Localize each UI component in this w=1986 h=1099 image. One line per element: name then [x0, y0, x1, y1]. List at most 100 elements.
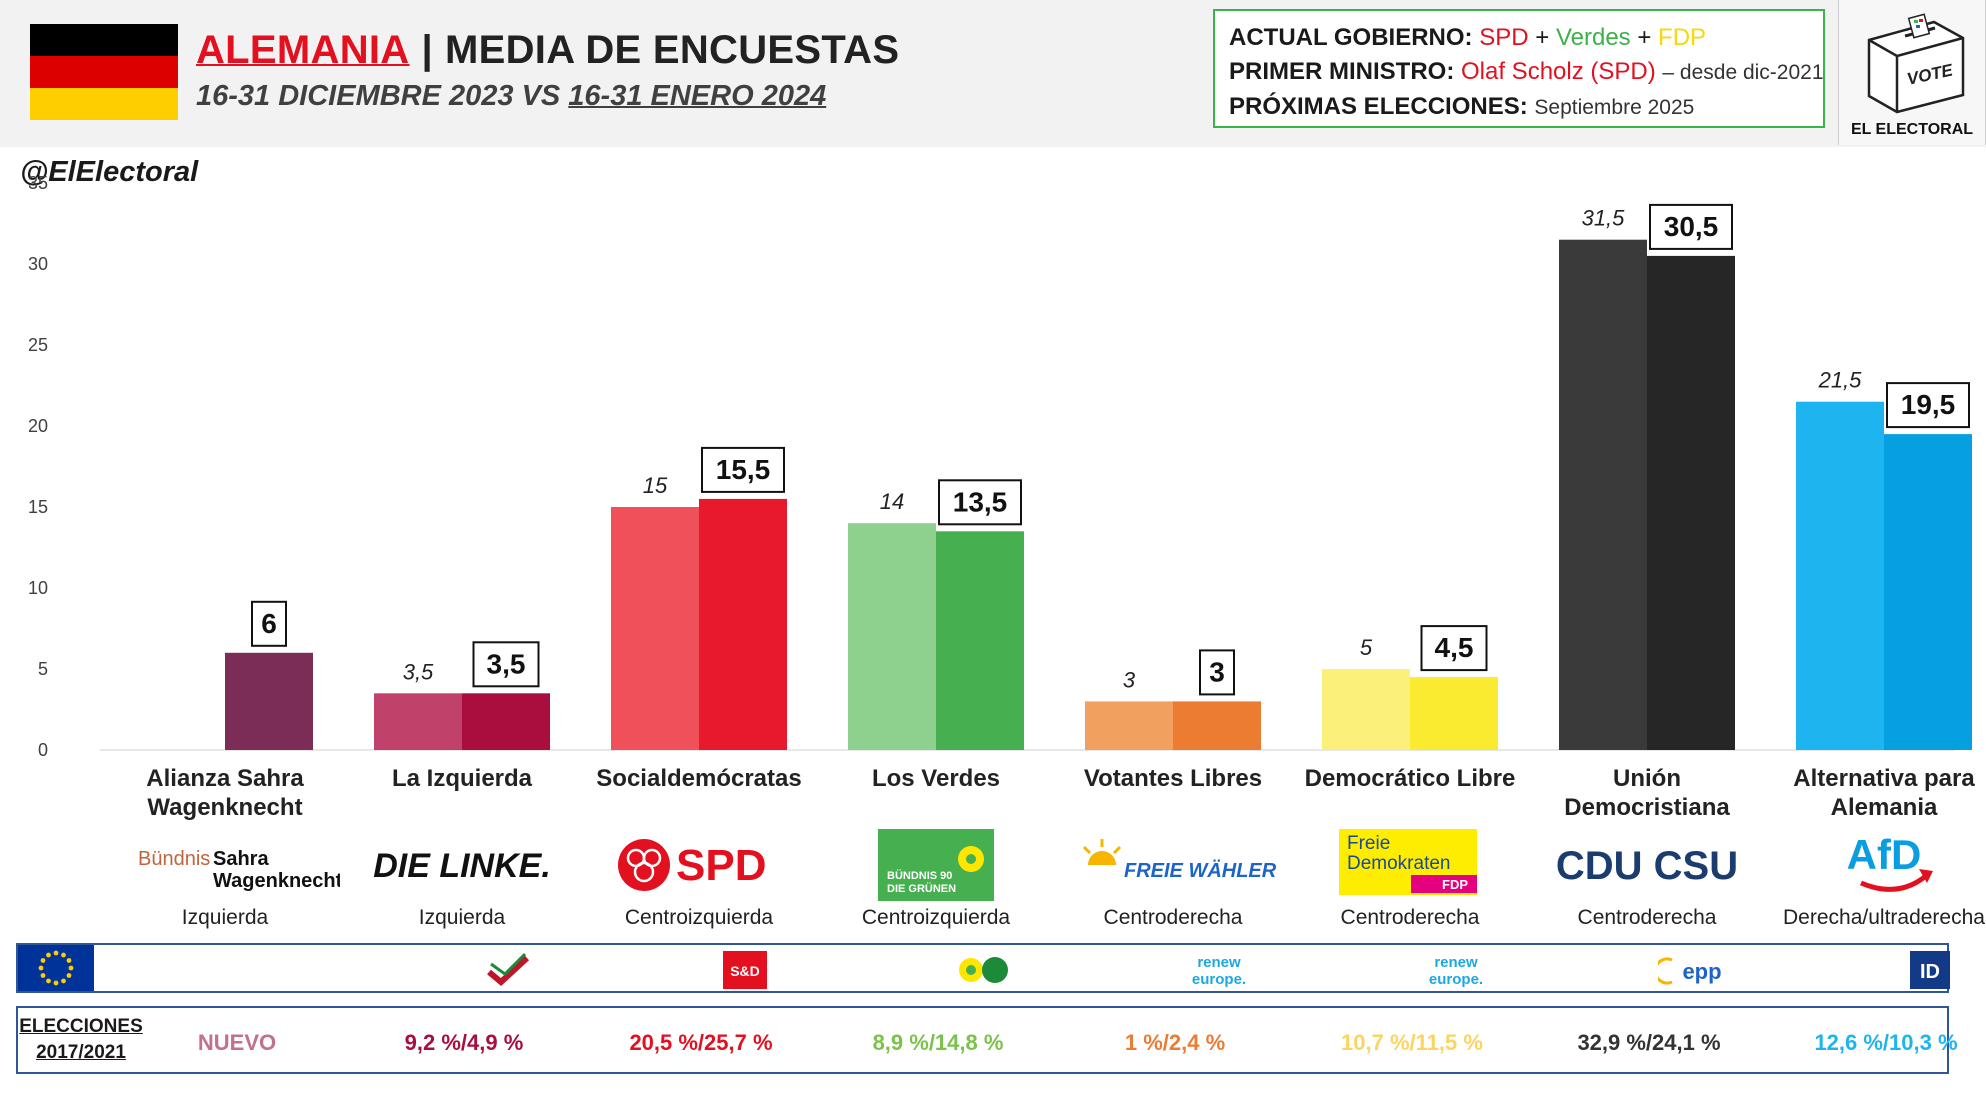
eu-logo-text: renew — [1434, 954, 1478, 971]
subtitle-period-a: 16-31 DICIEMBRE 2023 VS — [196, 80, 561, 112]
party-logo-icon: AfD — [1769, 820, 1986, 910]
y-tick-label: 15 — [28, 497, 48, 517]
data-label-box — [701, 446, 785, 493]
y-tick-label: 20 — [28, 416, 48, 436]
x-category-line: Democrático Libre — [1304, 765, 1516, 792]
party-logo-icon: BÜNDNIS 90 DIE GRÜNEN — [821, 820, 1051, 910]
eu-group-logo-icon: S&D — [675, 951, 815, 989]
x-category-line: La Izquierda — [391, 765, 533, 792]
ideology-label: Centroizquierda — [624, 906, 774, 929]
eu-group-logo-icon: ID — [1860, 951, 1986, 989]
next-value: Septiembre 2025 — [1534, 96, 1695, 119]
info-next-elections: PRÓXIMAS ELECCIONES: Septiembre 2025 — [1229, 90, 1809, 125]
data-label-previous: 3,5 — [403, 659, 434, 684]
social-handle: @ElElectoral — [20, 156, 199, 188]
fdp-logo-text: FDP — [1442, 877, 1468, 892]
bar-current — [1647, 255, 1735, 750]
eu-star — [46, 952, 51, 958]
page-title: ALEMANIA | MEDIA DE ENCUESTAS — [196, 28, 899, 73]
x-category-line: Los Verdes — [871, 765, 1001, 792]
eu-logo-text: europe. — [1429, 971, 1483, 988]
eu-star — [61, 978, 66, 984]
x-category-label: Socialdemócratas — [584, 764, 814, 793]
gov-verdes: Verdes — [1555, 24, 1631, 51]
party-logo-icon: Bündnis Sahra Wagenknecht — [110, 820, 340, 910]
x-category-label: Alianza Sahra Wagenknecht — [110, 764, 340, 822]
party-logo-icon: Freie Demokraten FDP — [1295, 820, 1525, 910]
election-result: 20,5 %/25,7 % — [629, 1030, 773, 1055]
eu-group-logo-icon: renew europe. — [1149, 951, 1289, 989]
eu-logo-text: europe. — [1192, 971, 1246, 988]
data-label-current: 13,5 — [953, 486, 1008, 517]
subtitle-period-b: 16-31 ENERO 2024 — [568, 80, 827, 112]
eu-group-logo-icon — [438, 951, 578, 989]
bar-current — [1410, 677, 1498, 750]
bar-current — [936, 531, 1024, 750]
x-category-label: La Izquierda — [347, 764, 577, 793]
election-result: NUEVO — [197, 1030, 277, 1055]
gov-spd: SPD — [1479, 24, 1529, 51]
title-separator: | — [421, 28, 433, 72]
x-category-label: Unión Democristiana — [1532, 764, 1762, 822]
bar-current — [1173, 701, 1261, 750]
elections-label-line: 2017/2021 — [36, 1042, 126, 1063]
y-tick-label: 25 — [28, 335, 48, 355]
x-category-label: Los Verdes — [821, 764, 1051, 793]
ideology-label: Centroizquierda — [861, 906, 1011, 929]
bsw-logo-text: Wagenknecht — [213, 870, 340, 892]
party-logo-icon: FREIE WÄHLER — [1058, 820, 1288, 910]
x-category-line: Wagenknecht — [147, 794, 303, 821]
eu-groups-row: S&D renew europe. renew europe. epp ID — [16, 943, 1950, 993]
data-label-previous: 21,5 — [1818, 368, 1863, 393]
pm-since: – desde dic-2021 — [1662, 61, 1824, 84]
subtitle: 16-31 DICIEMBRE 2023 VS 16-31 ENERO 2024 — [196, 80, 826, 113]
x-category-line: Unión — [1613, 765, 1681, 792]
election-result: 8,9 %/14,8 % — [872, 1030, 1004, 1055]
data-label-box — [1199, 649, 1235, 696]
y-tick-label: 30 — [28, 254, 48, 274]
cdu-csu-logo-text: CDU CSU — [1556, 844, 1738, 888]
linke-logo-text: DIE LINKE. — [373, 847, 551, 885]
pm-label: PRIMER MINISTRO: — [1229, 58, 1455, 85]
eu-star — [40, 973, 46, 978]
gov-label: ACTUAL GOBIERNO: — [1229, 24, 1473, 51]
election-result: 12,6 %/10,3 % — [1814, 1030, 1958, 1055]
election-result: 32,9 %/24,1 % — [1577, 1030, 1721, 1055]
eu-star — [66, 973, 72, 978]
data-label-current: 15,5 — [716, 454, 771, 485]
x-category-line: Democristiana — [1564, 794, 1730, 821]
ballot-box-icon: VOTE EL ELECTORAL — [1851, 13, 1973, 138]
data-label-current: 3,5 — [487, 648, 526, 679]
brand-name: EL ELECTORAL — [1851, 121, 1973, 138]
eu-group-logo-icon: epp — [1623, 951, 1763, 989]
bsw-logo-text: Sahra — [213, 848, 269, 870]
elections-label: ELECCIONES 2017/2021 — [18, 1014, 144, 1066]
bar-current — [1884, 434, 1972, 750]
bar-current — [225, 652, 313, 750]
eu-flag-icon — [18, 945, 94, 991]
bar-previous — [1322, 669, 1410, 750]
eu-logo-text: S&D — [730, 963, 760, 979]
spd-logo-text: SPD — [676, 841, 766, 890]
eu-star — [68, 965, 74, 971]
bar-previous — [1559, 239, 1647, 750]
y-tick-label: 35 — [28, 173, 48, 193]
data-label-previous: 5 — [1360, 635, 1373, 660]
bar-previous — [1085, 701, 1173, 750]
next-colon: : — [1519, 93, 1528, 120]
ideology-label: Izquierda — [181, 906, 269, 929]
eu-star — [53, 950, 59, 956]
eu-star — [61, 952, 66, 958]
data-label-current: 4,5 — [1435, 632, 1474, 663]
bar-current — [462, 693, 550, 750]
elections-row: ELECCIONES 2017/2021 NUEVO 9,2 %/4,9 % 20,… — [16, 1006, 1958, 1074]
eu-star — [53, 980, 59, 986]
plus-sign: + — [1535, 24, 1550, 51]
ideology-label: Derecha/ultraderecha — [1783, 906, 1985, 929]
germany-flag-icon — [30, 24, 178, 120]
bar-previous — [611, 507, 699, 750]
elections-label-line: ELECCIONES — [19, 1016, 143, 1037]
fdp-logo-text: Freie — [1347, 833, 1390, 854]
bar-previous — [374, 693, 462, 750]
